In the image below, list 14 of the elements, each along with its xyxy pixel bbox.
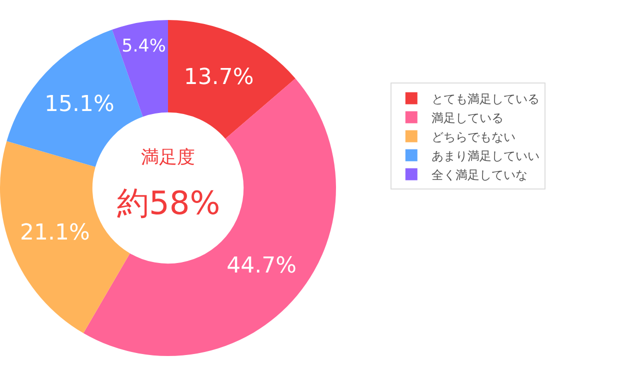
- text: 満足度: [141, 147, 195, 168]
- legend-label: 満足している: [431, 110, 504, 125]
- donut-slice: [112, 20, 168, 117]
- data-label: 5.4%: [122, 36, 166, 56]
- legend-label: とても満足している: [431, 92, 540, 106]
- text: 約58%: [117, 184, 220, 222]
- legend-label: あまり満足していい: [431, 148, 540, 163]
- legend-label: 全く満足していな: [431, 168, 528, 182]
- donut-slice: [168, 20, 296, 139]
- legend-label: どちらでもない: [431, 130, 516, 144]
- data-label: 13.7%: [184, 64, 254, 90]
- data-label: 44.7%: [226, 253, 297, 278]
- data-label: 15.1%: [44, 92, 114, 117]
- data-label: 21.1%: [20, 220, 90, 246]
